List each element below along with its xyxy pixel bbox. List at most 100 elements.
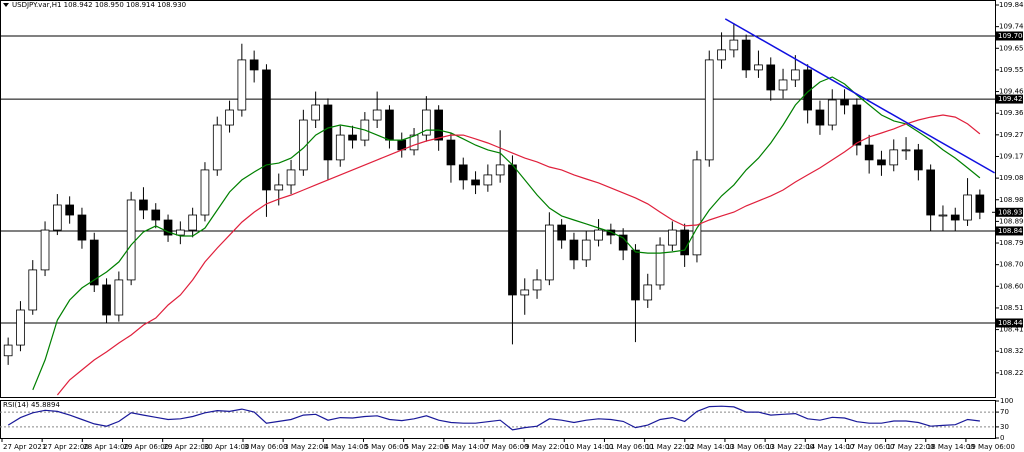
candle-body bbox=[655, 244, 665, 286]
candle-body bbox=[458, 164, 468, 181]
candle-body bbox=[754, 64, 763, 71]
candle-body bbox=[274, 184, 284, 191]
x-tick-label: 3 May 22:00 bbox=[284, 443, 328, 451]
candle-body bbox=[40, 229, 50, 271]
level-label: 109.427 bbox=[998, 95, 1024, 103]
x-tick-label: 28 Apr 14:00 bbox=[83, 443, 129, 451]
candle-body bbox=[520, 289, 530, 296]
candle-body bbox=[372, 109, 382, 121]
level-label-box bbox=[996, 94, 1023, 104]
candle-body bbox=[766, 64, 776, 91]
y-tick-label: 109.555 bbox=[999, 66, 1024, 74]
y-tick-label: 109.650 bbox=[999, 44, 1024, 52]
candle-body bbox=[680, 229, 689, 256]
candle-body bbox=[729, 39, 739, 51]
candle-body bbox=[864, 144, 874, 161]
x-tick-label: 13 May 22:00 bbox=[766, 443, 814, 451]
y-tick-label: 108.320 bbox=[999, 347, 1024, 355]
x-tick-label: 29 Apr 06:00 bbox=[123, 443, 169, 451]
y-tick-label: 108.700 bbox=[999, 261, 1024, 269]
candle-body bbox=[557, 224, 566, 241]
candle-body bbox=[704, 59, 714, 161]
candle-body bbox=[926, 169, 935, 216]
candle-body bbox=[778, 79, 788, 91]
candle-body bbox=[692, 159, 702, 256]
candle-body bbox=[286, 169, 296, 186]
candle-body bbox=[581, 239, 591, 261]
candle-body bbox=[914, 149, 923, 171]
level-label-box bbox=[996, 318, 1023, 328]
x-tick-label: 18 May 14:00 bbox=[927, 443, 975, 451]
x-tick-label: 29 Apr 22:00 bbox=[164, 443, 210, 451]
candle-body bbox=[717, 49, 726, 61]
x-tick-label: 11 May 06:00 bbox=[605, 443, 653, 451]
current-price-label: 108.930 bbox=[998, 208, 1024, 216]
y-tick-label: 108.415 bbox=[999, 326, 1024, 334]
candle-body bbox=[434, 109, 443, 141]
candle-body bbox=[827, 99, 837, 126]
candle-body bbox=[385, 109, 394, 141]
candle-body bbox=[495, 164, 505, 176]
y-tick-label: 109.080 bbox=[999, 174, 1024, 182]
x-tick-label: 13 May 06:00 bbox=[726, 443, 774, 451]
x-tick-label: 3 May 06:00 bbox=[244, 443, 288, 451]
current-price-box bbox=[996, 207, 1023, 217]
candle-body bbox=[950, 214, 960, 221]
candle-body bbox=[299, 119, 308, 171]
candle-body bbox=[16, 309, 25, 346]
candle-body bbox=[65, 204, 74, 216]
candle-body bbox=[422, 109, 431, 136]
y-tick-label: 109.365 bbox=[999, 109, 1024, 117]
y-tick-label: 108.890 bbox=[999, 217, 1024, 225]
level-label: 108.848 bbox=[998, 227, 1024, 235]
menu-arrow[interactable] bbox=[3, 3, 9, 7]
plot-area bbox=[0, 18, 996, 396]
candle-body bbox=[323, 104, 333, 161]
candle-body bbox=[840, 99, 849, 106]
rsi-line bbox=[7, 405, 980, 431]
candle-body bbox=[643, 284, 653, 301]
rsi-tick-label: 30 bbox=[1000, 423, 1009, 431]
candle-body bbox=[975, 194, 985, 213]
candle-body bbox=[877, 159, 886, 166]
candle-body bbox=[852, 104, 862, 146]
trendline bbox=[724, 18, 995, 174]
x-tick-label: 7 May 06:00 bbox=[485, 443, 529, 451]
candle-body bbox=[409, 134, 419, 151]
candle-body bbox=[126, 199, 136, 281]
x-tick-label: 9 May 22:00 bbox=[525, 443, 569, 451]
x-tick-label: 27 Apr 22:00 bbox=[43, 443, 89, 451]
candle-body bbox=[569, 239, 579, 261]
candle-body bbox=[606, 229, 616, 236]
level-label-box bbox=[996, 226, 1023, 236]
plot-frame bbox=[0, 0, 996, 398]
candle-body bbox=[335, 134, 345, 161]
x-tick-label: 11 May 22:00 bbox=[646, 443, 694, 451]
candle-body bbox=[139, 199, 148, 211]
candle-body bbox=[791, 69, 800, 81]
y-tick-label: 108.225 bbox=[999, 369, 1024, 377]
y-tick-label: 109.270 bbox=[999, 131, 1024, 139]
candle-body bbox=[348, 134, 357, 141]
y-tick-label: 109.175 bbox=[999, 152, 1024, 160]
candle-body bbox=[77, 214, 87, 241]
x-tick-label: 27 Apr 2021 bbox=[3, 443, 46, 451]
candle-body bbox=[3, 344, 13, 357]
x-tick-label: 17 May 22:00 bbox=[887, 443, 935, 451]
x-tick-label: 19 May 06:00 bbox=[967, 443, 1015, 451]
candle-body bbox=[53, 204, 62, 231]
candle-body bbox=[901, 149, 911, 152]
y-tick-label: 108.985 bbox=[999, 196, 1024, 204]
y-tick-label: 108.795 bbox=[999, 239, 1024, 247]
level-label-box bbox=[996, 31, 1023, 41]
moving-average bbox=[32, 76, 981, 391]
candle-body bbox=[545, 224, 554, 281]
candle-body bbox=[508, 164, 517, 296]
level-label: 108.444 bbox=[998, 319, 1024, 327]
candle-body bbox=[28, 269, 38, 311]
x-tick-label: 5 May 22:00 bbox=[405, 443, 449, 451]
candle-body bbox=[212, 124, 222, 171]
rsi-tick-label: 100 bbox=[1000, 397, 1013, 405]
candle-body bbox=[237, 59, 247, 111]
candle-body bbox=[889, 149, 899, 166]
